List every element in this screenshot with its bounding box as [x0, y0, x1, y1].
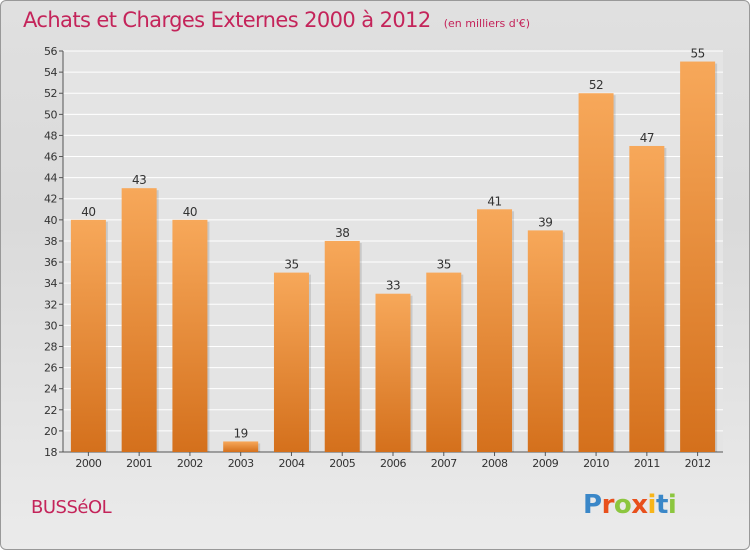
x-tick-label: 2011 [634, 457, 660, 470]
bar [477, 209, 513, 452]
bar-value-label: 40 [183, 205, 197, 219]
chart-title-row: Achats et Charges Externes 2000 à 2012 (… [23, 8, 530, 32]
bar [375, 293, 411, 452]
bar-value-label: 35 [437, 258, 451, 272]
bar [273, 272, 309, 452]
logo-letter: P [583, 490, 602, 520]
logo-letter: x [631, 490, 648, 520]
x-tick-label: 2008 [482, 457, 508, 470]
bar-value-label: 47 [640, 131, 654, 145]
y-tick-label: 54 [44, 66, 57, 79]
logo-letter: i [667, 490, 677, 520]
commune-name: BUSSéOL [31, 497, 112, 518]
x-tick-label: 2010 [583, 457, 609, 470]
y-tick-label: 20 [44, 425, 57, 438]
y-tick-label: 40 [44, 214, 57, 227]
x-tick-label: 2001 [126, 457, 152, 470]
bar [172, 219, 208, 452]
y-tick-label: 34 [44, 277, 57, 290]
bar-value-label: 52 [589, 78, 603, 92]
chart-title: Achats et Charges Externes 2000 à 2012 [23, 8, 431, 32]
bar [70, 219, 106, 452]
bar-value-label: 19 [234, 426, 248, 440]
bar [426, 272, 462, 452]
bar [629, 145, 665, 452]
logo-letter: o [613, 490, 632, 520]
bar-value-label: 39 [538, 215, 552, 229]
bar [121, 188, 157, 452]
x-tick-label: 2012 [685, 457, 711, 470]
y-tick-label: 46 [44, 151, 57, 164]
y-tick-label: 28 [44, 340, 57, 353]
bar [324, 240, 360, 452]
y-tick-label: 56 [44, 45, 57, 58]
y-tick-label: 18 [44, 446, 57, 459]
y-tick-label: 36 [44, 256, 57, 269]
x-tick-label: 2004 [278, 457, 304, 470]
x-tick-label: 2003 [228, 457, 254, 470]
bar [578, 93, 614, 453]
y-tick-label: 24 [44, 383, 57, 396]
bar-value-label: 43 [132, 173, 146, 187]
x-tick-label: 2002 [177, 457, 203, 470]
logo-letter: r [601, 490, 615, 520]
bar [527, 230, 563, 452]
y-tick-label: 44 [44, 172, 57, 185]
bar-value-label: 41 [487, 194, 501, 208]
y-tick-label: 48 [44, 129, 57, 142]
y-tick-label: 32 [44, 298, 57, 311]
y-tick-label: 38 [44, 235, 57, 248]
y-tick-label: 26 [44, 362, 57, 375]
bar-value-label: 33 [386, 279, 400, 293]
y-tick-label: 50 [44, 108, 57, 121]
bar-value-label: 35 [284, 258, 298, 272]
unit-label: (en milliers d'€) [443, 17, 531, 30]
logo-letter: i [647, 490, 657, 520]
bar [680, 61, 716, 452]
bar-value-label: 55 [690, 47, 704, 61]
x-tick-label: 2009 [532, 457, 558, 470]
y-tick-label: 22 [44, 404, 57, 417]
y-tick-label: 52 [44, 87, 57, 100]
x-tick-label: 2000 [75, 457, 101, 470]
bar-value-label: 40 [81, 205, 95, 219]
y-tick-label: 42 [44, 193, 57, 206]
x-tick-label: 2005 [329, 457, 355, 470]
bar [223, 441, 259, 452]
y-tick-label: 30 [44, 319, 57, 332]
logo-letter: t [655, 490, 668, 520]
x-tick-label: 2007 [431, 457, 457, 470]
x-tick-label: 2006 [380, 457, 406, 470]
bar-value-label: 38 [335, 226, 349, 240]
proxiti-logo[interactable]: Proxiti [583, 490, 677, 520]
